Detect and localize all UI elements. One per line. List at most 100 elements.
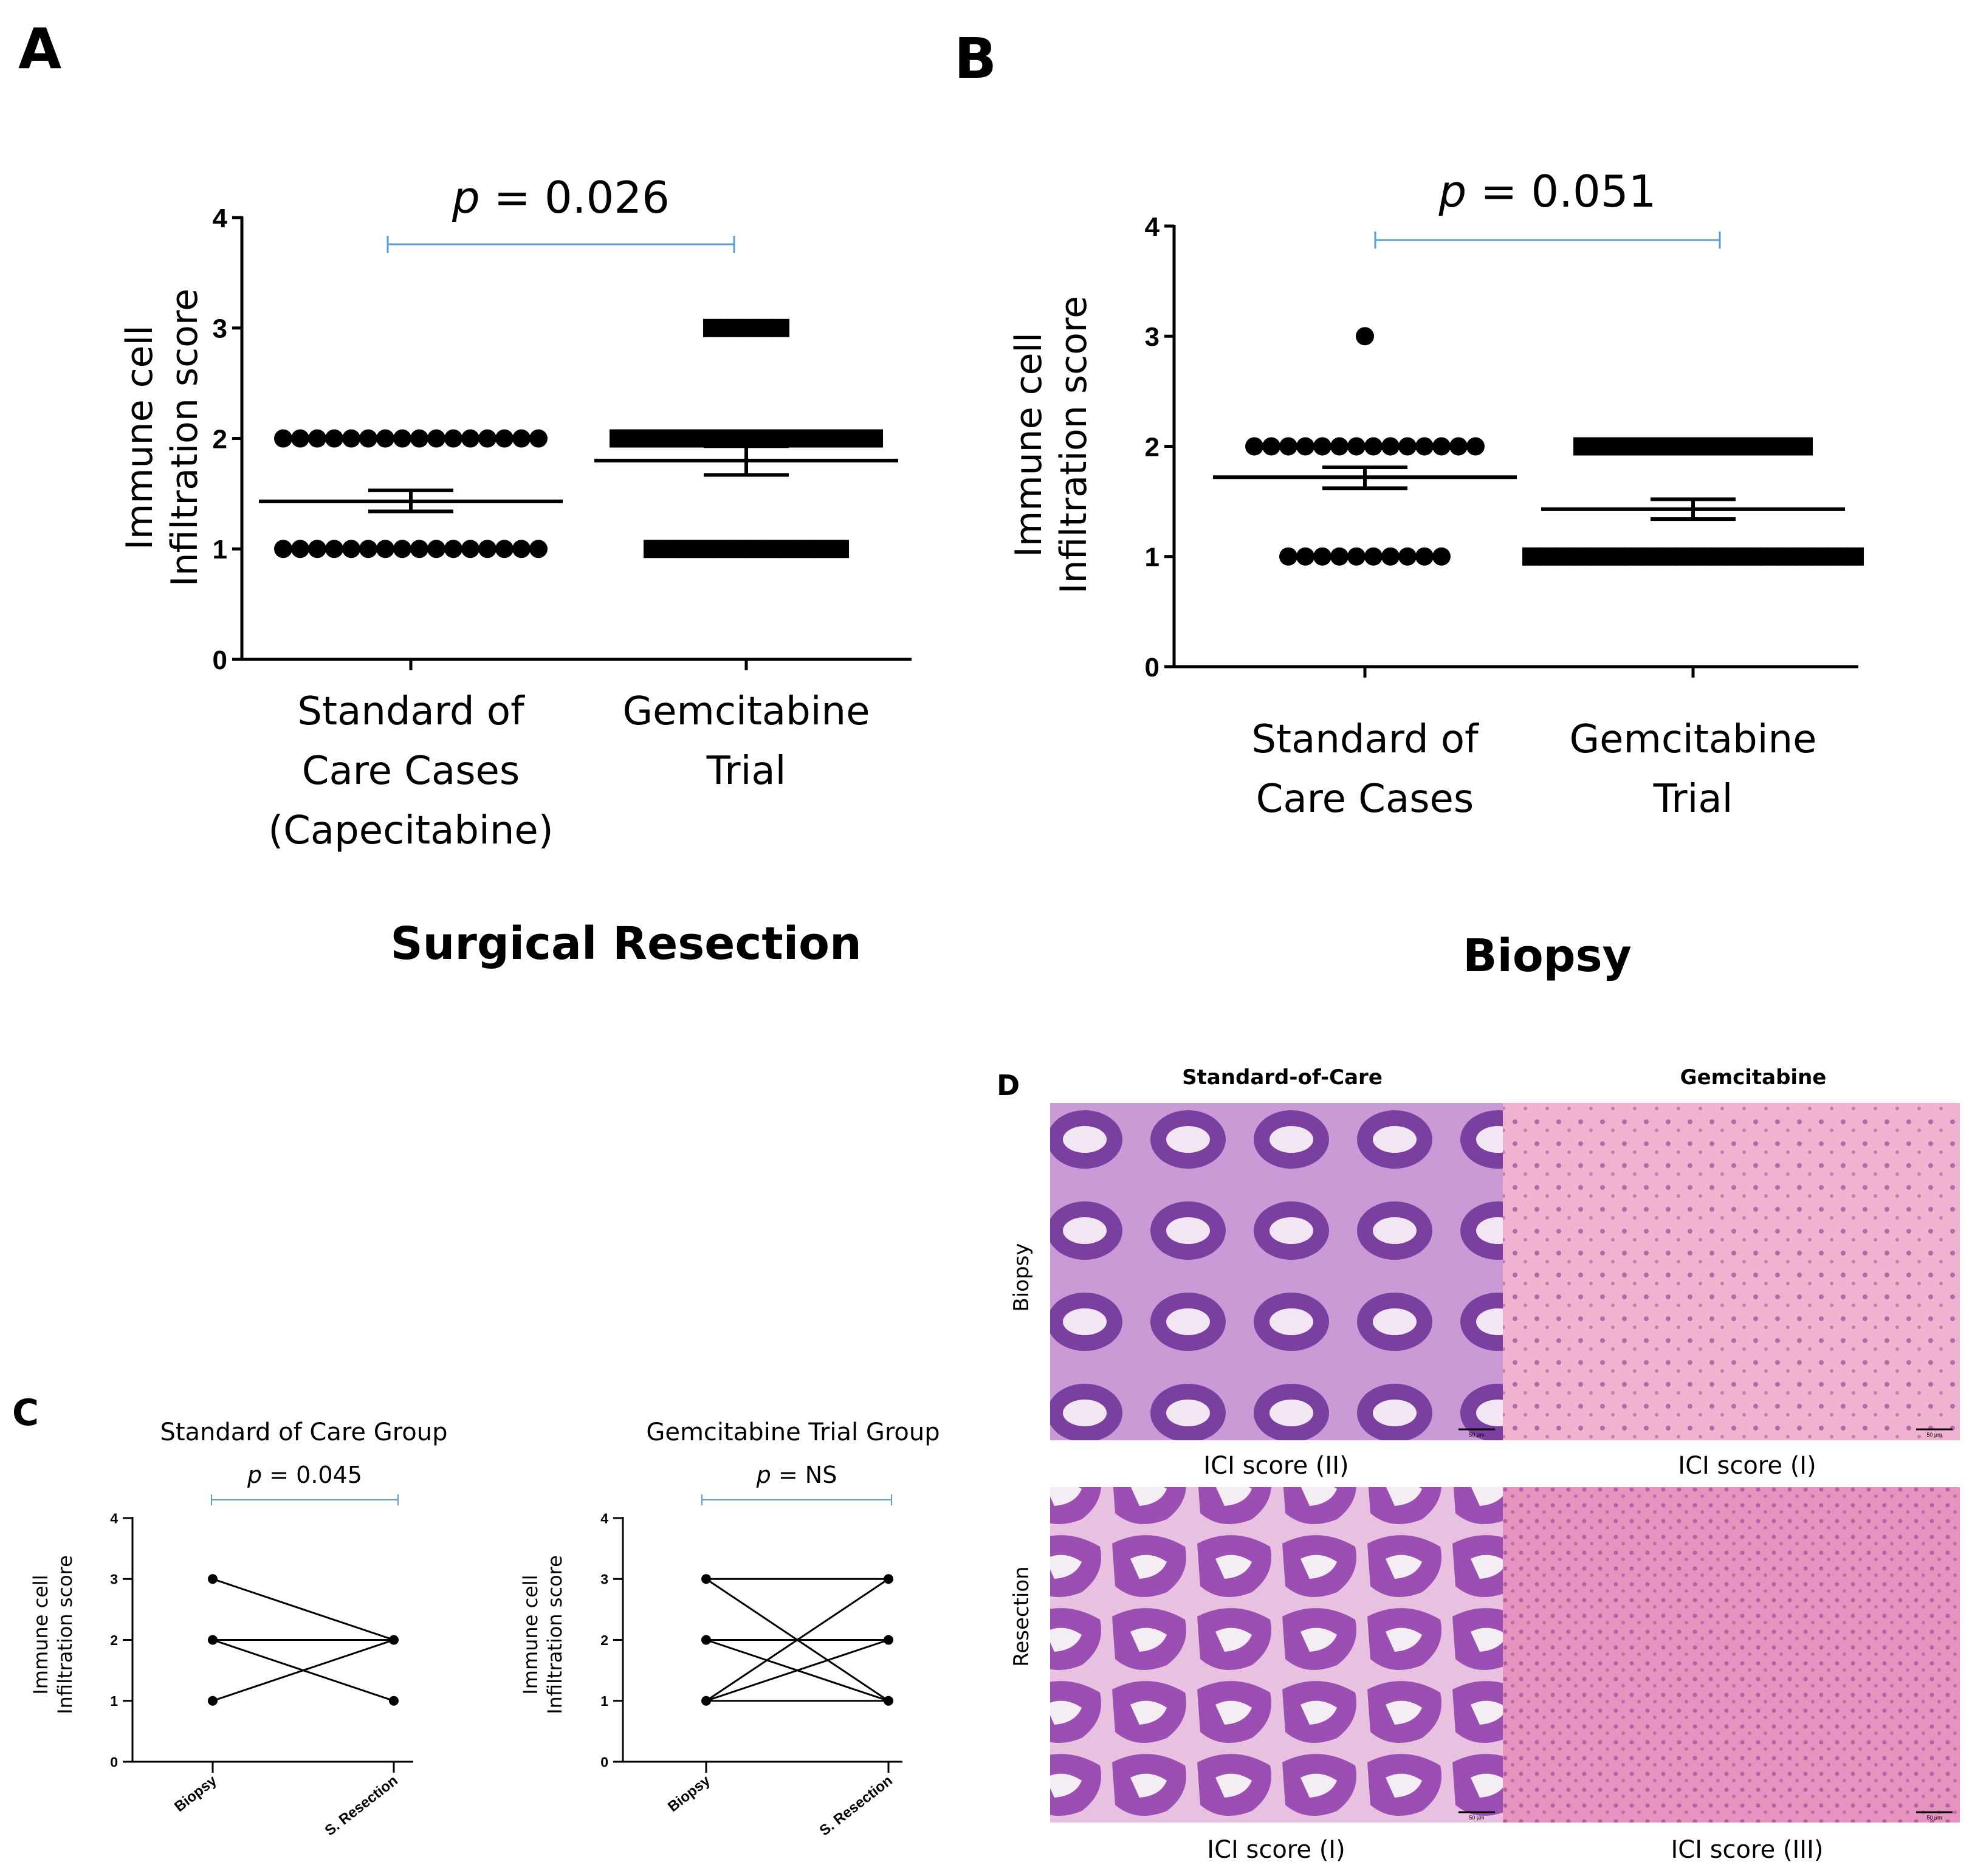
y-axis-label: Immune cellInfiltration score xyxy=(1008,296,1095,594)
y-tick-label: 0 xyxy=(110,1754,118,1770)
data-point xyxy=(512,429,531,448)
y-tick-label: 4 xyxy=(600,1510,608,1526)
data-point xyxy=(1539,547,1558,566)
data-point xyxy=(1573,437,1592,456)
y-axis-label: Immune cellInfiltration score xyxy=(519,1555,566,1714)
data-point xyxy=(1356,327,1374,346)
panel-label-c: C xyxy=(12,1392,39,1434)
y-tick-label: 3 xyxy=(600,1572,608,1587)
y-tick-label: 0 xyxy=(1145,653,1159,682)
y-tick-label: 3 xyxy=(110,1572,118,1587)
p-symbol: p xyxy=(756,1462,771,1488)
data-point xyxy=(1432,547,1451,566)
data-point xyxy=(1313,437,1331,456)
data-point xyxy=(1658,437,1677,456)
panel-label-a: A xyxy=(18,16,61,81)
data-point xyxy=(376,540,394,558)
p-symbol: p xyxy=(452,172,480,223)
data-point xyxy=(1573,547,1592,566)
x-category-label: Biopsy xyxy=(665,1772,713,1815)
y-tick-label: 4 xyxy=(110,1510,118,1526)
data-point xyxy=(529,540,548,558)
data-point xyxy=(865,429,883,448)
data-point xyxy=(359,540,377,558)
data-point xyxy=(291,540,309,558)
data-point xyxy=(389,1696,399,1706)
data-point xyxy=(308,429,326,448)
panel-label-b: B xyxy=(954,26,997,91)
x-category-label: Standard of xyxy=(297,689,525,734)
row-label-resection: Resection xyxy=(1009,1566,1034,1666)
data-point xyxy=(1330,547,1348,566)
caption-soc-resection: ICI score (I) xyxy=(1207,1836,1345,1864)
data-point xyxy=(274,429,292,448)
data-point xyxy=(746,540,764,558)
y-axis-label-line: Infiltration score xyxy=(1053,296,1095,594)
data-point xyxy=(701,1574,711,1584)
chart-title: Standard of Care Group xyxy=(160,1418,447,1446)
data-point xyxy=(763,540,781,558)
y-tick-label: 0 xyxy=(213,645,227,675)
data-point xyxy=(427,540,445,558)
data-point xyxy=(644,540,662,558)
chart-title: Gemcitabine Trial Group xyxy=(646,1418,940,1446)
data-point xyxy=(737,318,755,337)
data-point xyxy=(410,540,428,558)
x-category-label: Care Cases xyxy=(1256,777,1474,822)
x-category-label: Trial xyxy=(706,749,786,794)
data-point xyxy=(1522,547,1541,566)
data-point xyxy=(444,540,462,558)
data-point xyxy=(359,429,377,448)
data-point xyxy=(478,540,496,558)
p-value-label: p = NS xyxy=(756,1462,837,1488)
micrograph-soc-resection xyxy=(1050,1487,1503,1823)
y-axis-label-line: Infiltration score xyxy=(543,1555,566,1714)
micrograph-soc-biopsy xyxy=(1050,1103,1503,1440)
data-point xyxy=(1709,437,1728,456)
data-point xyxy=(1744,437,1762,456)
data-point xyxy=(1641,547,1660,566)
data-point xyxy=(701,1696,711,1706)
data-point xyxy=(393,429,411,448)
data-point xyxy=(1364,547,1383,566)
data-point xyxy=(831,540,849,558)
data-point xyxy=(1279,547,1297,566)
data-point xyxy=(701,1635,711,1645)
data-point xyxy=(1607,437,1626,456)
p-value-label: p = 0.051 xyxy=(1438,166,1657,217)
significance-bracket xyxy=(701,1494,892,1505)
paired-line xyxy=(212,1578,394,1641)
y-tick-label: 1 xyxy=(600,1693,608,1709)
y-axis-label-line: Immune cell xyxy=(1008,332,1050,557)
data-point xyxy=(814,540,832,558)
caption-soc-biopsy: ICI score (II) xyxy=(1203,1452,1348,1480)
panel-c-standard-of-care-chart: 0 1 2 3 4 Immune cellInfiltration score Standa… xyxy=(29,1418,448,1839)
data-point xyxy=(1778,547,1796,566)
data-point xyxy=(461,540,479,558)
data-point xyxy=(1245,437,1263,456)
data-point xyxy=(410,429,428,448)
significance-bracket xyxy=(386,236,735,253)
data-point xyxy=(1415,547,1434,566)
data-point xyxy=(729,540,747,558)
data-point xyxy=(1624,547,1643,566)
data-point xyxy=(644,429,662,448)
y-tick-label: 1 xyxy=(213,535,227,565)
data-point xyxy=(389,1635,399,1645)
data-point xyxy=(1624,437,1643,456)
data-point xyxy=(1795,547,1813,566)
data-point xyxy=(1761,547,1779,566)
y-tick-label: 0 xyxy=(600,1754,608,1770)
data-point xyxy=(1449,437,1468,456)
data-point xyxy=(1726,547,1745,566)
x-category-label: Biopsy xyxy=(171,1772,220,1815)
chart-title: Surgical Resection xyxy=(390,918,861,970)
data-point xyxy=(274,540,292,558)
data-point xyxy=(1709,547,1728,566)
data-point xyxy=(797,540,815,558)
data-point xyxy=(461,429,479,448)
p-value-label: p = 0.045 xyxy=(247,1462,362,1488)
p-symbol: p xyxy=(1438,166,1467,217)
data-point xyxy=(208,1635,218,1645)
data-point xyxy=(1432,437,1451,456)
